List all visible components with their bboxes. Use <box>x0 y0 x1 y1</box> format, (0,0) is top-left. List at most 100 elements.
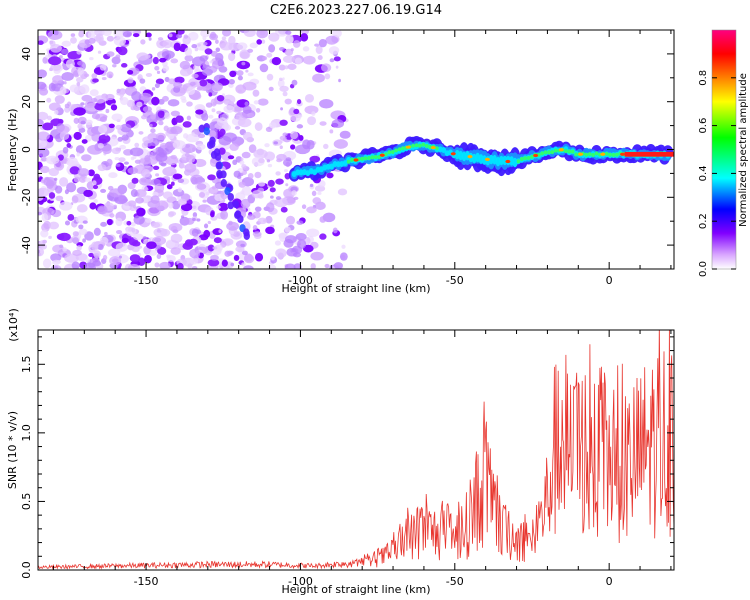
heatmap-noise-blob <box>38 131 50 141</box>
heatmap-noise-blob <box>106 35 114 42</box>
heatmap-noise-blob <box>38 69 48 78</box>
heatmap-noise-blob <box>266 73 274 81</box>
heatmap-noise-blob <box>283 169 288 173</box>
heatmap-noise-blob <box>210 254 219 261</box>
heatmap-noise-blob <box>134 189 147 198</box>
heatmap-noise-blob <box>248 144 257 154</box>
snr-ticks <box>38 330 674 571</box>
heatmap-noise-blob <box>186 101 193 107</box>
heatmap-noise-blob <box>126 99 135 108</box>
heatmap-noise-blob <box>136 101 143 108</box>
heatmap-noise-blob <box>78 39 92 49</box>
heatmap-noise-blob <box>83 73 90 78</box>
heatmap-noise-blob <box>81 94 93 102</box>
heatmap-noise-blob <box>199 79 208 87</box>
heatmap-noise-blob <box>77 123 83 130</box>
heatmap-noise-blob <box>83 189 93 198</box>
heatmap-hot-spot <box>353 158 359 162</box>
heatmap-noise-blob <box>104 231 108 236</box>
heatmap-noise-blob <box>167 134 175 140</box>
heatmap-noise-blob <box>101 30 112 36</box>
heatmap-hot-spot <box>505 159 511 164</box>
heatmap-noise-blob <box>111 113 123 121</box>
heatmap-noise-blob <box>175 115 184 123</box>
spectrogram-y-tick-label: 20 <box>20 95 33 109</box>
heatmap-noise-blob <box>302 55 316 65</box>
heatmap-noise-blob <box>115 124 123 130</box>
heatmap-noise-blob <box>293 108 300 115</box>
heatmap-noise-blob <box>194 47 199 52</box>
heatmap-noise-blob <box>207 259 220 267</box>
heatmap-noise-blob <box>166 166 175 172</box>
heatmap-noise-blob <box>175 34 183 39</box>
snr-y-tick-label: 0.5 <box>20 493 33 511</box>
heatmap-noise-blob <box>202 199 207 203</box>
heatmap-noise-blob <box>132 33 140 38</box>
heatmap-noise-blob <box>155 173 160 177</box>
heatmap-noise-blob <box>82 238 86 243</box>
snr-y-tick-labels: 0.0 0.5 1.0 1.5 <box>20 356 33 579</box>
heatmap-noise-blob <box>48 167 60 177</box>
heatmap-noise-blob <box>78 224 84 230</box>
heatmap-noise-blob <box>312 197 322 205</box>
heatmap-diagonal-blob <box>232 200 240 209</box>
heatmap-noise-blob <box>161 50 175 59</box>
snr-y-tick-label: 0.0 <box>20 561 33 579</box>
heatmap-noise-blob <box>50 63 62 71</box>
heatmap-noise-blob <box>284 235 297 244</box>
heatmap-noise-blob <box>121 237 129 244</box>
heatmap-noise-blob <box>76 50 82 55</box>
heatmap-noise-blob <box>115 163 121 167</box>
heatmap-noise-blob <box>279 135 287 141</box>
heatmap-noise-blob <box>341 244 346 249</box>
heatmap-noise-blob <box>101 76 107 81</box>
heatmap-noise-blob <box>154 262 160 268</box>
heatmap-noise-blob <box>279 119 288 126</box>
heatmap-noise-blob <box>269 187 276 193</box>
heatmap-noise-blob <box>149 123 153 128</box>
heatmap-ridge-blob <box>611 153 616 158</box>
heatmap-noise-blob <box>73 107 86 116</box>
heatmap-noise-blob <box>155 78 165 85</box>
heatmap-diagonal-blob <box>243 231 250 240</box>
heatmap-noise-blob <box>87 126 97 137</box>
heatmap-noise-blob <box>77 60 84 66</box>
heatmap-noise-blob <box>189 81 196 86</box>
heatmap-noise-blob <box>162 39 173 49</box>
heatmap-noise-blob <box>264 143 270 148</box>
heatmap-noise-blob <box>220 210 229 220</box>
heatmap-noise-blob <box>48 102 61 112</box>
heatmap-noise-blob <box>319 98 334 109</box>
heatmap-noise-blob <box>186 154 196 163</box>
heatmap-noise-blob <box>247 48 254 53</box>
heatmap-noise-blob <box>119 144 127 150</box>
heatmap-noise-blob <box>38 148 50 158</box>
heatmap-noise-blob <box>168 147 174 152</box>
heatmap-noise-blob <box>57 154 64 161</box>
heatmap-noise-blob <box>319 216 327 223</box>
heatmap-noise-blob <box>285 30 292 35</box>
heatmap-noise-blob <box>159 239 165 244</box>
heatmap-ridge-blob <box>377 155 381 160</box>
heatmap-hot-spot <box>578 152 584 156</box>
heatmap-noise-blob <box>168 211 177 217</box>
heatmap-noise-blob <box>234 125 241 130</box>
heatmap-ridge-blob <box>360 156 364 161</box>
heatmap-noise-blob <box>64 253 79 263</box>
heatmap-ridge-blob <box>367 155 371 160</box>
heatmap-noise-blob <box>124 202 130 206</box>
heatmap-noise-blob <box>82 220 88 224</box>
heatmap-noise-blob <box>168 78 176 85</box>
heatmap-noise-blob <box>84 231 94 241</box>
heatmap-noise-blob <box>92 260 102 267</box>
heatmap-noise-blob <box>47 30 63 40</box>
heatmap-noise-blob <box>207 220 211 225</box>
heatmap-noise-blob <box>150 128 156 134</box>
heatmap-diagonal-blob <box>220 170 227 179</box>
heatmap-noise-blob <box>282 77 285 81</box>
heatmap-noise-blob <box>80 120 86 125</box>
heatmap-noise-blob <box>42 239 47 244</box>
heatmap-noise-blob <box>198 133 206 139</box>
heatmap-noise-blob <box>270 256 275 261</box>
heatmap-noise-blob <box>196 143 206 151</box>
